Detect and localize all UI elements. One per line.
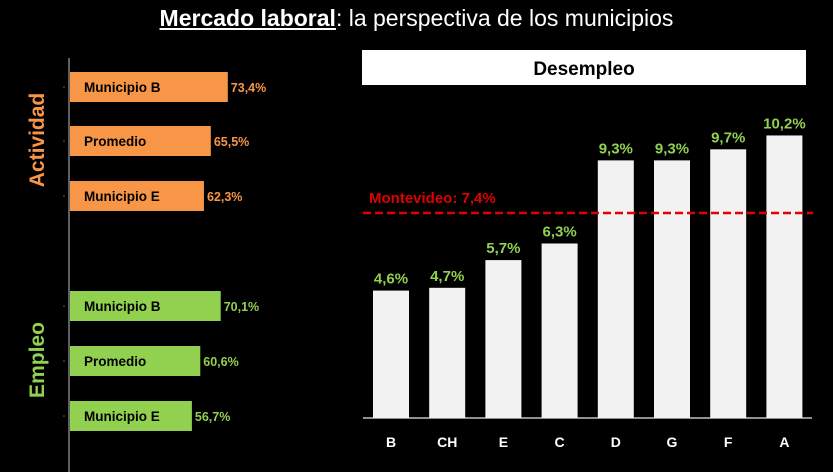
bar-value-label: 65,5% [214,135,249,149]
bar-d [597,160,634,418]
x-tick-label: G [667,434,678,450]
bar-b [373,290,409,418]
axis-tick [63,140,65,142]
bar-f [710,149,747,418]
x-tick-label: C [555,434,565,450]
bar-category-label: Municipio E [84,189,160,204]
bar-value-label: 6,3% [542,223,576,240]
axis-tick [63,195,65,197]
x-tick-label: B [386,434,396,450]
bar-category-label: Promedio [84,354,146,369]
bar-value-label: 9,7% [711,129,745,146]
bar-actividad-0 [70,72,228,102]
bar-value-label: 4,6% [374,271,408,288]
bar-category-label: Municipio E [84,409,160,424]
axis-tick [63,305,65,307]
desempleo-header [362,50,806,85]
bar-value-label: 4,7% [430,268,464,285]
bar-empleo-0 [70,291,221,321]
bar-actividad-1 [70,126,211,156]
x-tick-label: F [724,434,733,450]
title-bold: Mercado laboral [159,5,336,31]
group-label-actividad: Actividad [26,93,49,188]
bar-value-label: 73,4% [231,81,266,95]
axis-tick [63,86,65,88]
page-title: Mercado laboral: la perspectiva de los m… [0,5,833,32]
x-tick-label: D [611,434,621,450]
bar-value-label: 9,3% [599,140,633,157]
desempleo-title: Desempleo [533,59,634,80]
x-tick-label: A [779,434,789,450]
bar-category-label: Municipio B [84,80,161,95]
bar-g [654,160,690,418]
bar-actividad-2 [70,181,204,211]
bar-a [766,135,803,418]
axis-tick [63,360,65,362]
title-rest: : la perspectiva de los municipios [335,5,674,31]
bar-category-label: Promedio [84,134,146,149]
bar-ch [429,287,466,418]
bar-value-label: 62,3% [207,190,242,204]
bar-value-label: 5,7% [486,240,520,257]
axis-tick [63,415,65,417]
bar-e [485,260,522,418]
bar-value-label: 9,3% [655,140,689,157]
bar-category-label: Municipio B [84,299,161,314]
bar-empleo-1 [70,346,201,376]
bar-value-label: 70,1% [224,300,259,314]
x-tick-label: CH [437,434,457,450]
bar-value-label: 60,6% [203,355,238,369]
bar-value-label: 56,7% [195,410,230,424]
group-label-empleo: Empleo [26,322,49,398]
bar-c [541,243,578,418]
bar-value-label: 10,2% [763,115,806,132]
bar-empleo-2 [70,401,192,431]
x-tick-label: E [499,434,508,450]
montevideo-label: Montevideo: 7,4% [369,190,496,207]
